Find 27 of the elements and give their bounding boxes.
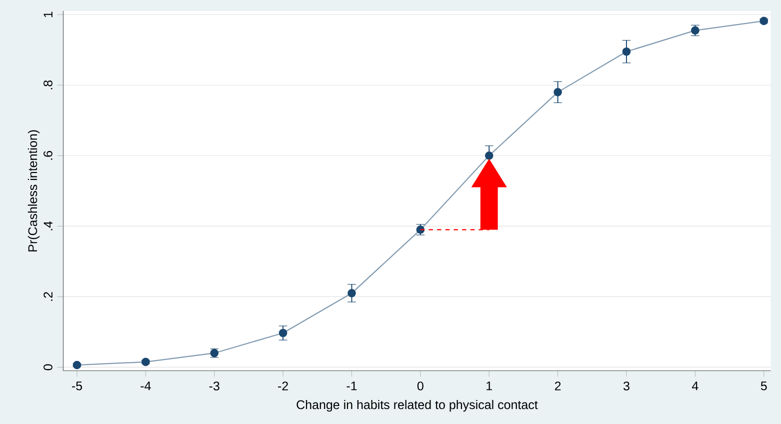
x-tick-label: -2: [278, 382, 288, 390]
point: [554, 88, 562, 96]
point: [278, 328, 288, 338]
x-tick-label: 5: [760, 382, 767, 390]
point: [72, 360, 82, 370]
x-tick-label: 4: [692, 382, 698, 390]
y-tick-label: .4: [44, 221, 52, 230]
y-tick-label: .2: [44, 292, 52, 301]
x-tick-label: 3: [623, 382, 630, 390]
y-tick-label: 0: [44, 364, 52, 370]
point: [348, 288, 356, 298]
x-tick-label: -1: [346, 382, 357, 390]
x-tick-label: 1: [486, 382, 492, 390]
point: [484, 151, 494, 160]
x-tick-label: -3: [209, 382, 220, 390]
y-tick-label: 1: [44, 12, 52, 18]
x-tick-label: 0: [417, 382, 424, 390]
y-tick-label: .6: [44, 150, 52, 160]
point: [622, 47, 631, 56]
point: [142, 358, 150, 366]
point: [760, 16, 768, 26]
x-tick-label: 2: [554, 382, 561, 390]
y-tick-label: .8: [44, 80, 52, 90]
x-tick-label: -4: [140, 382, 151, 390]
x-axis-title: Change in habits related to physical contact: [296, 400, 538, 412]
x-tick-label: -5: [72, 382, 82, 390]
y-axis-title: Pr(Cashless intention): [28, 130, 40, 252]
